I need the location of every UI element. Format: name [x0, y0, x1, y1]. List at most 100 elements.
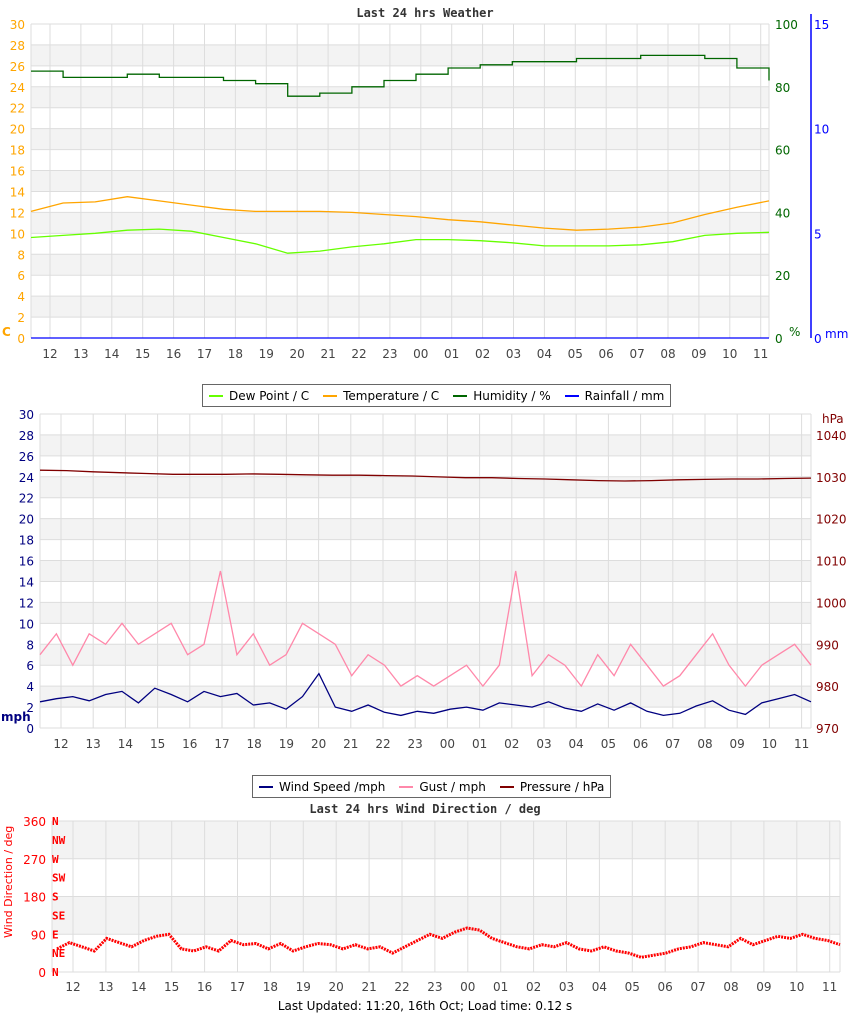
compass-label: E [52, 928, 59, 941]
y-tick-label: 12 [10, 206, 25, 220]
pressure-line [39, 469, 812, 482]
x-tick-label: 04 [592, 980, 607, 994]
y2-tick-label: 1040 [816, 429, 847, 443]
legend-pressure[interactable]: Pressure / hPa [499, 779, 605, 794]
x-tick-label: 19 [259, 347, 274, 361]
x-tick-label: 00 [440, 737, 455, 751]
dew-point-line [30, 228, 770, 254]
legend-gust[interactable]: Gust / mph [399, 780, 486, 794]
x-tick-label: 10 [722, 347, 737, 361]
legend-label: Dew Point / C [229, 388, 310, 403]
x-tick-label: 02 [475, 347, 490, 361]
y-axis-label: Wind Direction / deg [2, 826, 15, 938]
x-tick-label: 06 [658, 980, 673, 994]
wind-direction-points [56, 926, 841, 959]
y-tick-label: 24 [19, 471, 34, 485]
wind-legend: Wind Speed /mph Gust / mph Pressure / hP… [252, 775, 612, 798]
compass-label: S [52, 891, 59, 904]
legend-humidity[interactable]: Humidity / % [453, 389, 551, 403]
humidity-line [31, 54, 770, 97]
y-tick-label: 20 [19, 513, 34, 527]
x-tick-label: 18 [247, 737, 262, 751]
x-tick-label: 18 [228, 347, 243, 361]
legend-dew-point[interactable]: Dew Point / C [209, 389, 309, 403]
x-tick-label: 15 [164, 980, 179, 994]
compass-label: SW [52, 872, 66, 885]
y-tick-label: 0 [26, 722, 34, 736]
x-tick-label: 22 [394, 980, 409, 994]
y-tick-label: 16 [19, 555, 34, 569]
y-axis-label: mph [1, 710, 31, 724]
x-tick-label: 05 [601, 737, 616, 751]
x-tick-label: 16 [182, 737, 197, 751]
x-tick-label: 02 [526, 980, 541, 994]
legend-wind-speed[interactable]: Wind Speed /mph [259, 780, 385, 794]
x-tick-label: 22 [375, 737, 390, 751]
y-tick-label: 26 [19, 450, 34, 464]
temperature-line [30, 196, 770, 231]
grid-band [31, 86, 769, 108]
grid-band [40, 476, 811, 498]
x-tick-label: 11 [753, 347, 768, 361]
x-tick-label: 17 [197, 347, 212, 361]
x-tick-label: 21 [361, 980, 376, 994]
y-tick-label: 26 [10, 60, 25, 74]
x-tick-label: 09 [730, 737, 745, 751]
x-tick-label: 14 [131, 980, 146, 994]
x-tick-label: 03 [559, 980, 574, 994]
y-axis-label: C [2, 325, 11, 339]
x-tick-label: 23 [427, 980, 442, 994]
grid-band [40, 686, 811, 708]
y2-tick-label: 0 [775, 332, 783, 346]
x-tick-label: 06 [633, 737, 648, 751]
compass-label: W [52, 853, 59, 866]
y-tick-label: 90 [31, 928, 46, 942]
x-tick-label: 21 [343, 737, 358, 751]
x-tick-label: 09 [691, 347, 706, 361]
grid-band [52, 896, 840, 935]
y-tick-label: 16 [10, 165, 25, 179]
y-tick-label: 22 [19, 492, 34, 506]
y2-tick-label: 1010 [816, 555, 847, 569]
x-tick-label: 15 [150, 737, 165, 751]
y-tick-label: 6 [26, 659, 34, 673]
x-tick-label: 08 [723, 980, 738, 994]
chart-title: Last 24 hrs Weather [356, 6, 493, 20]
compass-label: N [52, 815, 59, 828]
y2-axis-label: % [789, 325, 800, 339]
x-tick-label: 06 [599, 347, 614, 361]
y-tick-label: 14 [10, 185, 25, 199]
x-tick-label: 00 [413, 347, 428, 361]
y2-tick-label: 980 [816, 680, 839, 694]
legend-label: Pressure / hPa [519, 779, 605, 794]
y2-tick-label: 970 [816, 722, 839, 736]
y-tick-label: 180 [23, 891, 46, 905]
x-tick-label: 16 [166, 347, 181, 361]
y2-tick-label: 80 [775, 81, 790, 95]
legend-temperature[interactable]: Temperature / C [323, 389, 439, 403]
x-tick-label: 14 [118, 737, 133, 751]
y-tick-label: 10 [10, 227, 25, 241]
weather-legend: Dew Point / C Temperature / C Humidity /… [202, 384, 672, 407]
weather-chart: Last 24 hrs Weather024681012141618202224… [2, 6, 848, 361]
y-tick-label: 360 [23, 815, 46, 829]
y2-tick-label: 60 [775, 144, 790, 158]
y2-tick-label: 1020 [816, 513, 847, 527]
x-tick-label: 17 [230, 980, 245, 994]
legend-rainfall[interactable]: Rainfall / mm [564, 389, 664, 403]
x-tick-label: 13 [86, 737, 101, 751]
y3-tick-label: 0 [814, 332, 822, 346]
x-tick-label: 01 [444, 347, 459, 361]
x-tick-label: 08 [697, 737, 712, 751]
y2-tick-label: 1030 [816, 471, 847, 485]
x-tick-label: 18 [263, 980, 278, 994]
x-tick-label: 20 [311, 737, 326, 751]
y-tick-label: 30 [10, 18, 25, 32]
y-tick-label: 28 [19, 429, 34, 443]
y-tick-label: 28 [10, 39, 25, 53]
y3-axis-label: mm [825, 327, 848, 341]
grid-band [31, 254, 769, 276]
compass-label: SE [52, 909, 65, 922]
